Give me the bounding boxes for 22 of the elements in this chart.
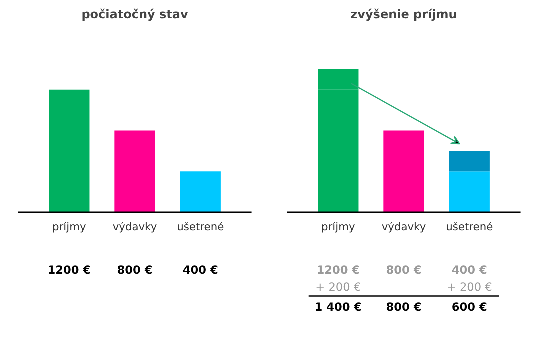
data-label: + 200 € bbox=[316, 280, 362, 294]
x-tick-label: výdavky bbox=[382, 220, 426, 234]
x-tick-label: príjmy bbox=[52, 220, 86, 234]
x-tick-label: výdavky bbox=[112, 220, 158, 234]
data-label: 400 € bbox=[182, 262, 218, 277]
chart-title: zvýšenie príjmu bbox=[350, 8, 458, 22]
data-label: 1200 € bbox=[316, 262, 360, 277]
data-label: 800 € bbox=[117, 262, 153, 277]
x-tick-label: príjmy bbox=[322, 220, 356, 234]
data-label: 1200 € bbox=[48, 262, 92, 277]
chart-title: počiatočný stav bbox=[82, 8, 188, 22]
data-label: + 200 € bbox=[446, 280, 492, 294]
text: 800 € bbox=[386, 300, 422, 314]
data-label: 400 € bbox=[452, 262, 488, 277]
bar bbox=[384, 130, 424, 213]
text: 600 € bbox=[452, 300, 488, 314]
x-tick-label: ušetrené bbox=[177, 220, 224, 234]
bar bbox=[449, 172, 490, 213]
bar bbox=[449, 151, 490, 172]
text: 1 400 € bbox=[314, 300, 362, 314]
x-tick-label: ušetrené bbox=[446, 220, 494, 234]
data-label: 800 € bbox=[386, 262, 422, 277]
